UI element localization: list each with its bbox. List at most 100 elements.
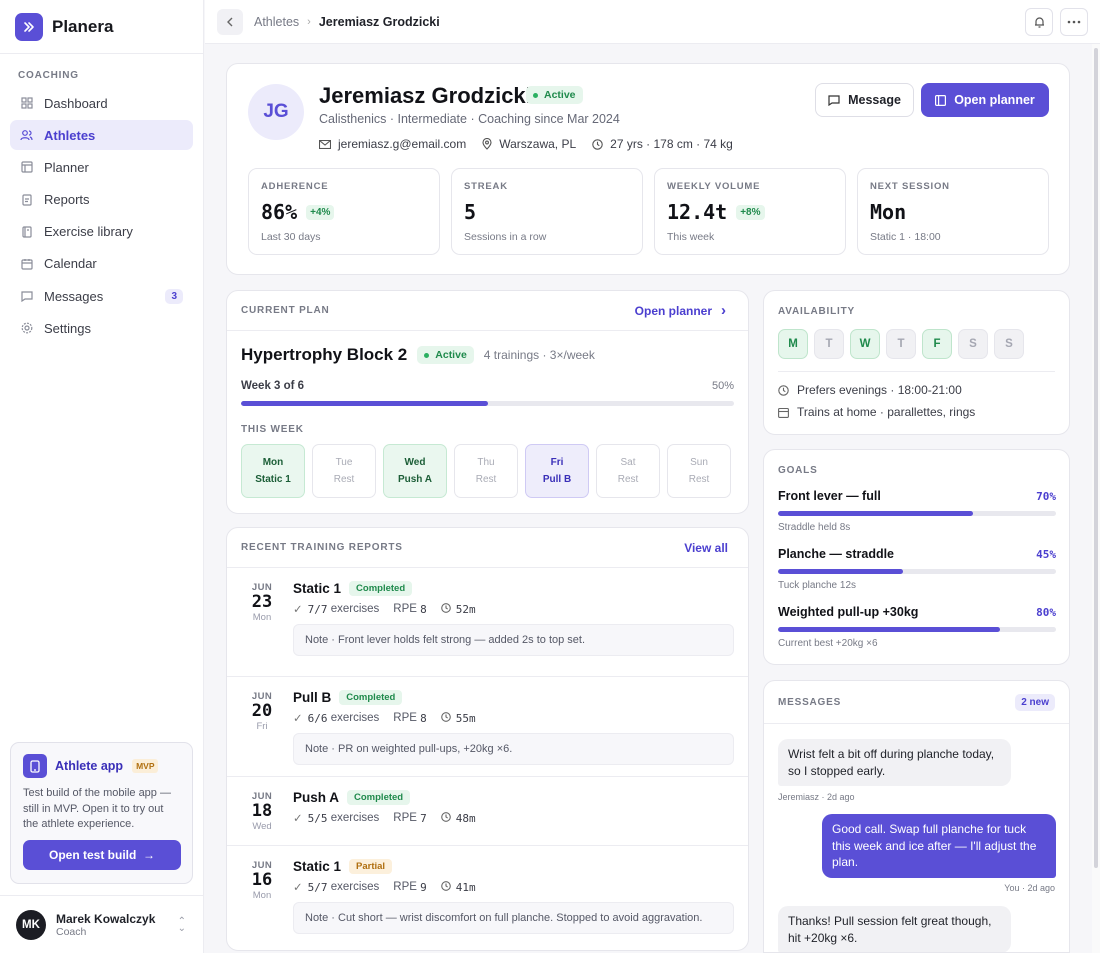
preference-text: Prefers evenings · 18:00-21:00 bbox=[797, 383, 962, 397]
report-day: 18 bbox=[251, 801, 273, 821]
availability-day[interactable]: M bbox=[778, 329, 808, 359]
athlete-name: Jeremiasz Grodzicki bbox=[319, 83, 532, 108]
athlete-header-card: JG Jeremiasz Grodzicki Active Calistheni… bbox=[226, 63, 1070, 275]
sidebar-item-planner[interactable]: Planner bbox=[10, 152, 193, 182]
message-bubble-incoming: Thanks! Pull session felt great though, … bbox=[778, 906, 1011, 952]
stat-sub: Last 30 days bbox=[261, 231, 321, 243]
sidebar-item-label: Exercise library bbox=[44, 224, 133, 240]
sidebar-item-messages[interactable]: Messages 3 bbox=[10, 281, 193, 311]
promo-text: Test build of the mobile app — still in … bbox=[23, 787, 171, 830]
day-tile-tue[interactable]: Tue Rest bbox=[312, 444, 376, 498]
day-workout: Rest bbox=[617, 474, 639, 485]
mail-icon bbox=[319, 139, 331, 149]
report-exercises: 5/5 bbox=[307, 811, 328, 825]
day-tile-sat[interactable]: Sat Rest bbox=[596, 444, 660, 498]
report-row[interactable]: JUN 18 Wed Push A Completed ✓ 5/5 exercises RPE… bbox=[227, 777, 748, 846]
message-bubble-outgoing: Good call. Swap full planche for tuck th… bbox=[822, 814, 1056, 878]
sidebar-item-reports[interactable]: Reports bbox=[10, 185, 193, 215]
athlete-body-stats: 27 yrs · 178 cm · 74 kg bbox=[610, 137, 733, 151]
view-all-link[interactable]: View all bbox=[684, 540, 728, 555]
rpe-word: RPE bbox=[393, 812, 417, 824]
stat-delta: +4% bbox=[306, 204, 335, 220]
availability-day[interactable]: F bbox=[922, 329, 952, 359]
goal-item[interactable]: Front lever — full 70% Straddle held 8s bbox=[778, 489, 1056, 533]
stat-label: ADHERENCE bbox=[261, 181, 329, 192]
sidebar-item-athletes[interactable]: Athletes bbox=[10, 120, 193, 151]
brand: Planera bbox=[0, 0, 203, 54]
availability-day[interactable]: W bbox=[850, 329, 880, 359]
report-title: Pull B bbox=[293, 690, 332, 705]
stat-weekly-volume: WEEKLY VOLUME 12.4t +8% This week bbox=[654, 168, 846, 255]
message-button[interactable]: Message bbox=[815, 83, 914, 117]
day-tile-fri[interactable]: Fri Pull B bbox=[525, 444, 589, 498]
sidebar-item-label: Athletes bbox=[44, 127, 96, 143]
day-tile-sun[interactable]: Sun Rest bbox=[667, 444, 731, 498]
report-duration: 55m bbox=[455, 711, 476, 725]
report-row[interactable]: JUN 20 Fri Pull B Completed ✓ 6/6 exercises RPE… bbox=[227, 677, 748, 777]
report-date: JUN 16 Mon bbox=[244, 860, 280, 901]
stat-sub: Sessions in a row bbox=[464, 231, 547, 243]
day-name: Wed bbox=[404, 457, 426, 468]
availability-day[interactable]: S bbox=[958, 329, 988, 359]
availability-day[interactable]: S bbox=[994, 329, 1024, 359]
open-test-build-button[interactable]: Open test build → bbox=[23, 839, 181, 870]
users-icon bbox=[20, 129, 33, 142]
goal-item[interactable]: Weighted pull-up +30kg 80% Current best +2… bbox=[778, 605, 1056, 649]
sidebar-item-dashboard[interactable]: Dashboard bbox=[10, 88, 193, 118]
report-rpe: 8 bbox=[420, 602, 427, 616]
plan-meta: 4 trainings · 3×/week bbox=[483, 348, 595, 362]
message-meta: You · 2d ago bbox=[1004, 883, 1055, 893]
rpe-word: RPE bbox=[393, 881, 417, 893]
report-weekday: Wed bbox=[252, 821, 272, 832]
goal-name: Planche — straddle bbox=[778, 547, 895, 561]
goal-percent: 80% bbox=[1036, 605, 1056, 619]
goal-name: Front lever — full bbox=[778, 489, 881, 503]
message-icon bbox=[20, 290, 33, 303]
scrollbar-thumb[interactable] bbox=[1094, 48, 1098, 868]
current-plan-card: CURRENT PLAN Open planner › Hypertrophy B… bbox=[226, 290, 749, 514]
book-icon bbox=[20, 225, 33, 238]
day-tile-thu[interactable]: Thu Rest bbox=[454, 444, 518, 498]
layout-icon bbox=[20, 161, 33, 174]
sidebar-item-exercise-library[interactable]: Exercise library bbox=[10, 217, 193, 247]
availability-day[interactable]: T bbox=[814, 329, 844, 359]
calendar-icon bbox=[778, 407, 789, 418]
back-button[interactable] bbox=[217, 8, 243, 35]
report-date: JUN 20 Fri bbox=[244, 691, 280, 732]
day-tile-mon[interactable]: Mon Static 1 bbox=[241, 444, 305, 498]
link-label: Open planner bbox=[634, 303, 712, 318]
report-row[interactable]: JUN 16 Mon Static 1 Partial ✓ 5/7 exercises RPE… bbox=[227, 846, 748, 950]
report-weekday: Mon bbox=[252, 612, 272, 623]
chevron-right-icon: › bbox=[721, 302, 726, 319]
day-tile-wed[interactable]: Wed Push A bbox=[383, 444, 447, 498]
goal-item[interactable]: Planche — straddle 45% Tuck planche 12s bbox=[778, 547, 1056, 591]
notifications-button[interactable] bbox=[1025, 7, 1053, 36]
plan-progress-bar bbox=[241, 401, 734, 406]
stat-delta: +8% bbox=[736, 204, 765, 220]
user-menu[interactable]: MK Marek Kowalczyk Coach ⌃ ⌄ bbox=[0, 895, 204, 953]
open-planner-button[interactable]: Open planner bbox=[921, 83, 1049, 117]
day-workout: Rest bbox=[333, 474, 355, 485]
more-options-button[interactable] bbox=[1060, 7, 1088, 36]
clock-icon bbox=[440, 711, 451, 725]
sidebar-item-calendar[interactable]: Calendar bbox=[10, 249, 193, 279]
progress-fill bbox=[241, 401, 488, 406]
open-planner-link[interactable]: Open planner › bbox=[635, 302, 726, 319]
report-note: Note · Cut short — wrist discomfort on f… bbox=[293, 902, 734, 934]
report-stats: ✓ 5/5 exercises RPE 7 48m bbox=[293, 811, 476, 826]
stat-label: NEXT SESSION bbox=[870, 181, 950, 192]
athlete-email[interactable]: jeremiasz.g@email.com bbox=[338, 137, 467, 151]
day-name: Sat bbox=[620, 457, 636, 468]
plan-status-badge: Active bbox=[417, 346, 474, 364]
arrow-right-icon: → bbox=[143, 847, 155, 862]
report-row[interactable]: JUN 23 Mon Static 1 Completed ✓ 7/7 exercises R… bbox=[227, 568, 748, 677]
sidebar-item-label: Calendar bbox=[44, 256, 97, 272]
sidebar-item-settings[interactable]: Settings bbox=[10, 313, 193, 343]
report-stats: ✓ 5/7 exercises RPE 9 41m bbox=[293, 880, 734, 895]
breadcrumb-athletes[interactable]: Athletes bbox=[254, 14, 300, 29]
availability-day[interactable]: T bbox=[886, 329, 916, 359]
progress-fill bbox=[778, 511, 973, 516]
stat-next-session: NEXT SESSION Mon Static 1 · 18:00 bbox=[857, 168, 1049, 255]
status-badge: Active bbox=[526, 86, 583, 104]
messages-count-badge: 3 bbox=[165, 288, 183, 304]
